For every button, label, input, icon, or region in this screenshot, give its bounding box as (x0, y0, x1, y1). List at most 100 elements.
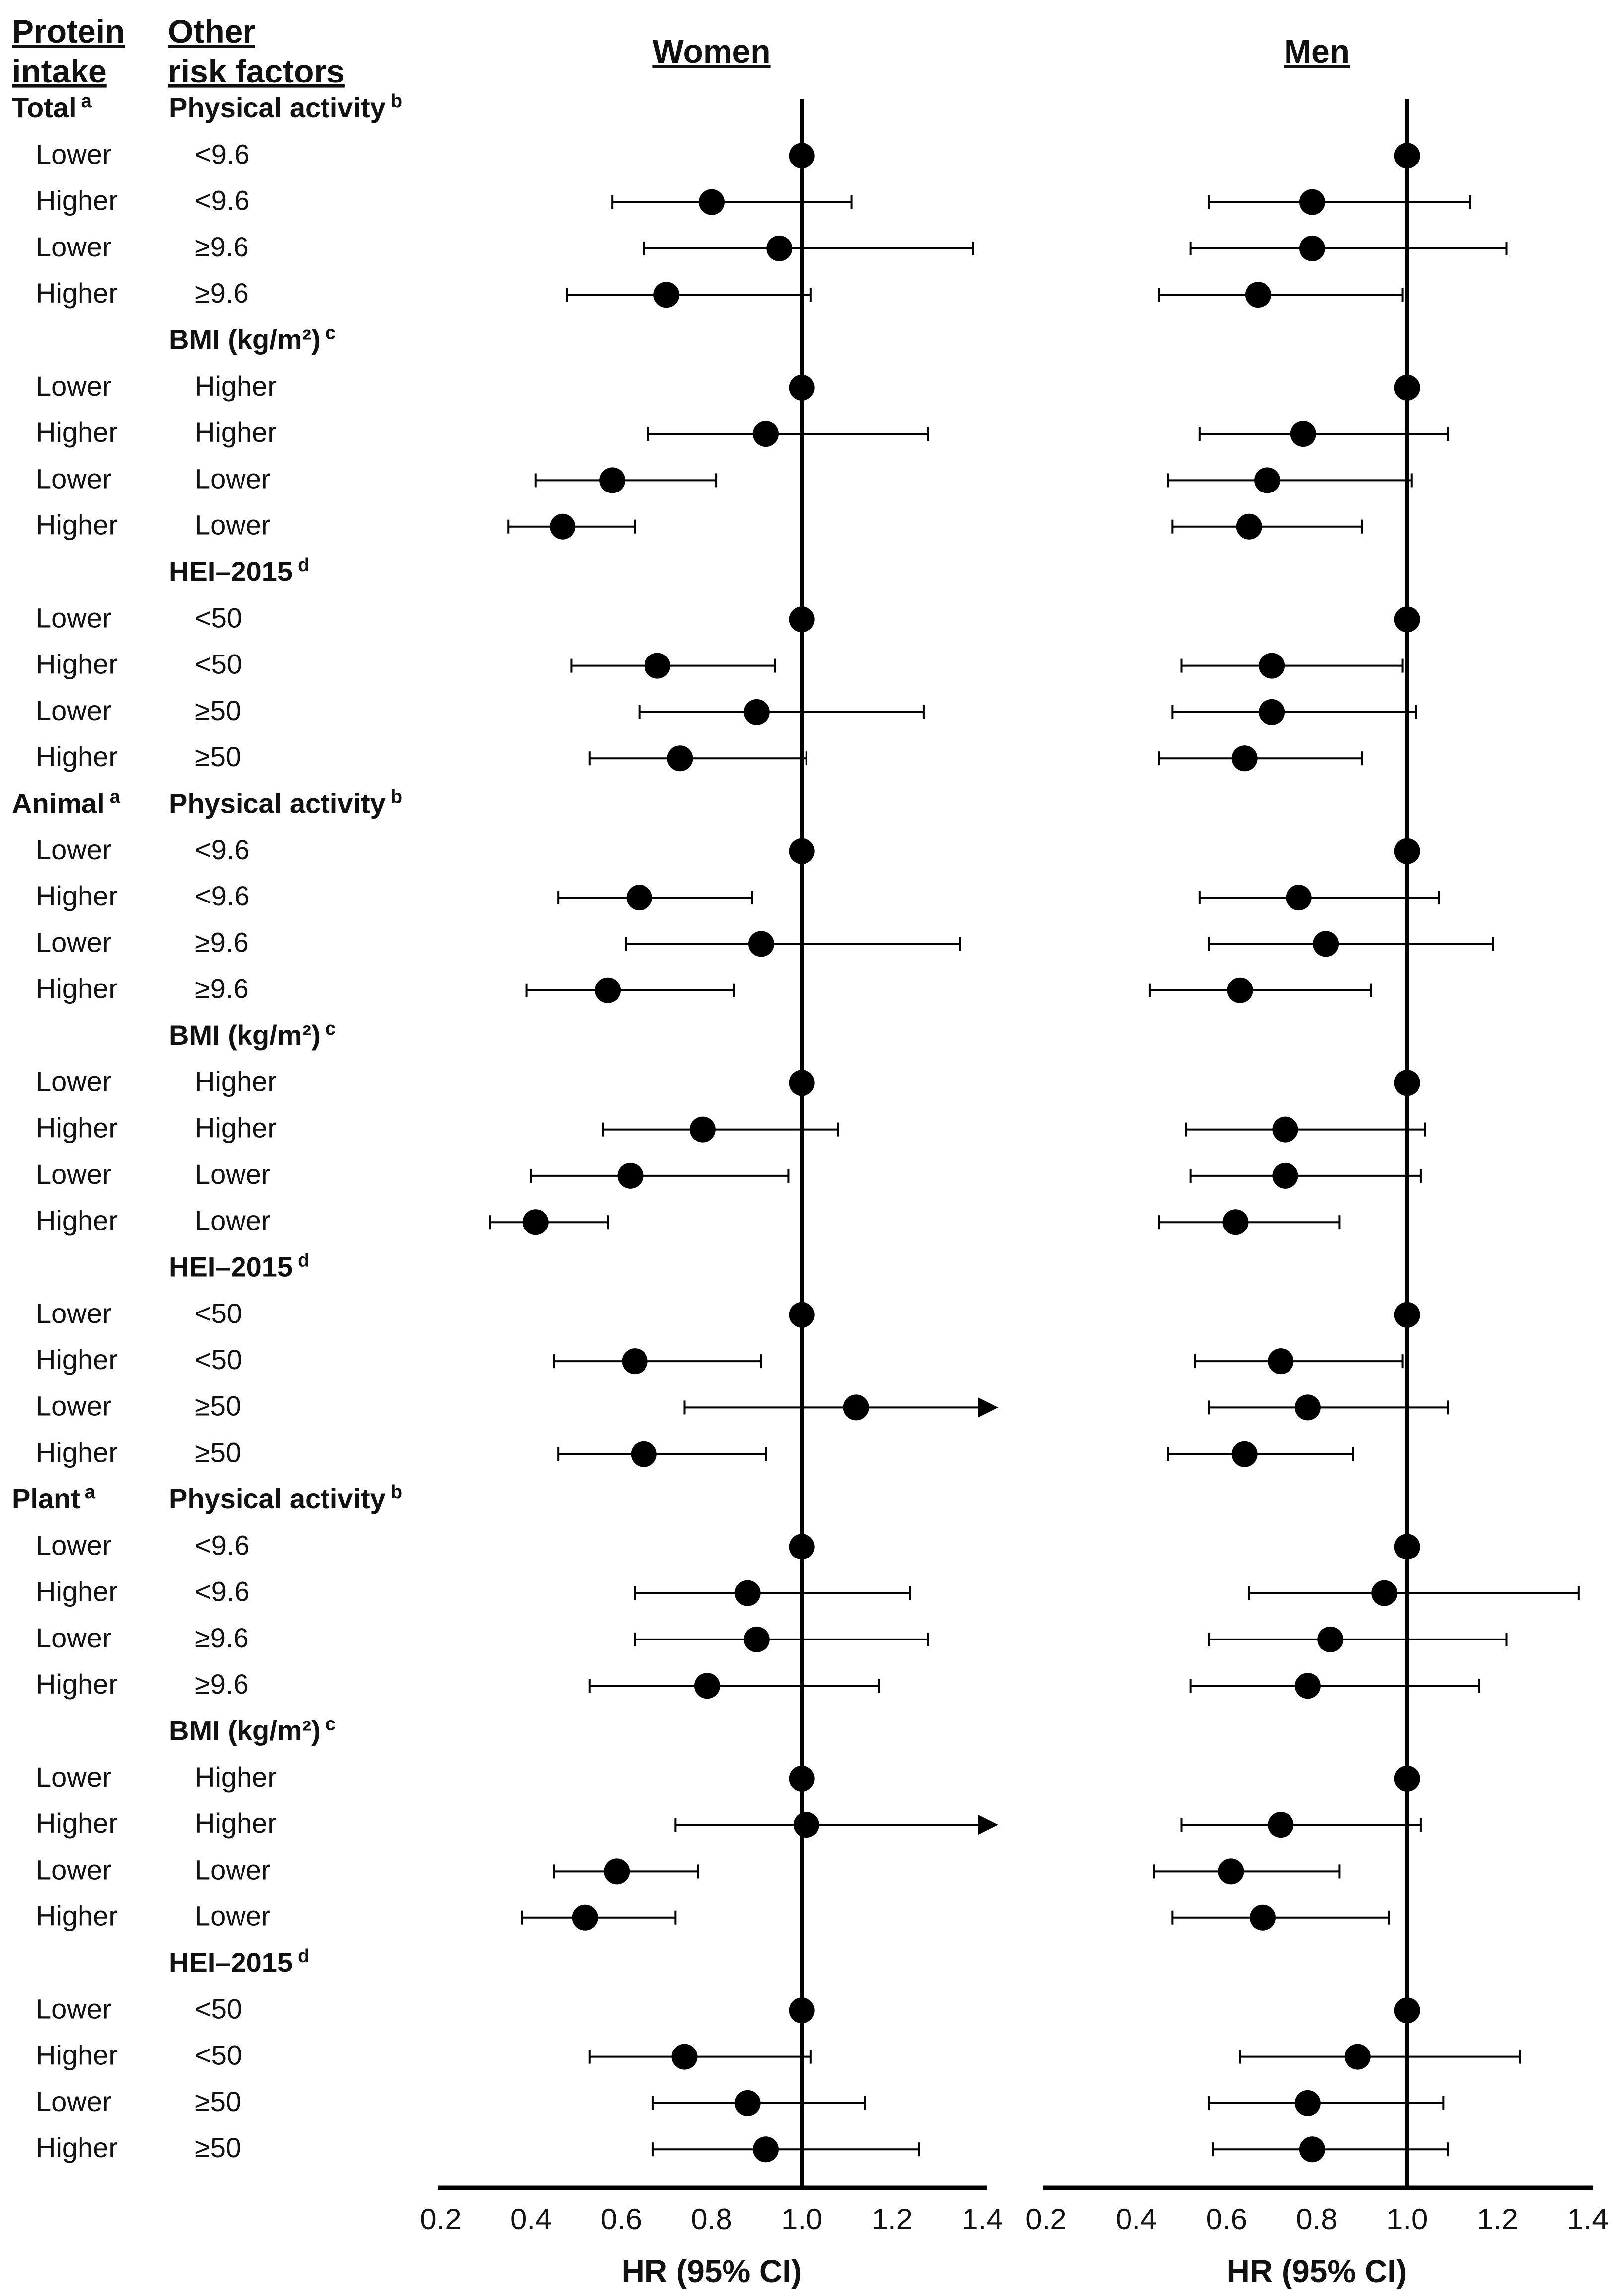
x-tick-label: 1.2 (1477, 2203, 1518, 2236)
intake-label: Higher (36, 649, 118, 680)
intake-label: Higher (36, 1112, 118, 1144)
hazard-ratio-point (789, 1302, 815, 1328)
hazard-ratio-point (1294, 1673, 1321, 1699)
hazard-ratio-point (1268, 1348, 1294, 1375)
intake-label: Higher (36, 185, 118, 216)
risk-factor-label: Physical activity b (169, 787, 402, 819)
level-label: Lower (195, 463, 271, 494)
hazard-ratio-point (734, 1580, 761, 1606)
intake-label: Lower (36, 1298, 112, 1329)
hazard-ratio-point (671, 2044, 698, 2070)
intake-label: Higher (36, 1344, 118, 1375)
level-label: <50 (195, 649, 242, 680)
hazard-ratio-point (626, 885, 652, 911)
intake-label: Higher (36, 1437, 118, 1468)
level-label: <50 (195, 602, 242, 633)
protein-type-label: Animal a (12, 787, 121, 819)
level-label: Higher (195, 1112, 277, 1144)
hazard-ratio-point (1290, 421, 1316, 447)
hazard-ratio-point (622, 1348, 648, 1375)
level-label: Higher (195, 370, 277, 402)
level-label: ≥9.6 (195, 1622, 249, 1653)
level-label: ≥9.6 (195, 231, 249, 262)
hazard-ratio-point (604, 1858, 630, 1885)
x-tick-label: 0.8 (691, 2203, 732, 2236)
intake-label: Higher (36, 1807, 118, 1839)
hazard-ratio-point (1394, 143, 1420, 169)
hazard-ratio-point (1286, 885, 1312, 911)
hazard-ratio-point (766, 235, 793, 261)
hazard-ratio-point (1227, 977, 1253, 1003)
level-label: Lower (195, 1158, 271, 1190)
risk-factor-label: HEI–2015 d (169, 1250, 309, 1283)
hazard-ratio-point (753, 2136, 779, 2163)
hazard-ratio-point (645, 653, 670, 679)
hazard-ratio-point (1394, 838, 1420, 864)
level-label: <9.6 (195, 834, 250, 865)
hazard-ratio-point (1222, 1209, 1249, 1235)
level-label: <50 (195, 1993, 242, 2024)
intake-label: Higher (36, 2040, 118, 2071)
hazard-ratio-point (667, 745, 693, 772)
intake-label: Higher (36, 1576, 118, 1607)
hazard-ratio-point (1394, 1070, 1420, 1096)
intake-label: Higher (36, 1205, 118, 1236)
hazard-ratio-point (689, 1116, 716, 1143)
protein-type-label: Plant a (12, 1482, 96, 1514)
hazard-ratio-point (631, 1441, 657, 1467)
level-label: Lower (195, 1205, 271, 1236)
level-label: Lower (195, 509, 271, 541)
x-tick-label: 0.4 (1116, 2203, 1157, 2236)
protein-type-label: Total a (12, 91, 92, 123)
hazard-ratio-point (1394, 1302, 1420, 1328)
level-label: <50 (195, 1298, 242, 1329)
hazard-ratio-point (1236, 513, 1262, 540)
panel-women: Women 0.2 0.4 0.6 0.8 1.0 1.2 1.4 HR (95% CI) (420, 33, 1003, 2289)
intake-label: Lower (36, 231, 112, 262)
level-label: <9.6 (195, 138, 250, 169)
level-label: Lower (195, 1854, 271, 1885)
hazard-ratio-point (843, 1394, 869, 1421)
hazard-ratio-point (734, 2090, 761, 2116)
hazard-ratio-point (1394, 1765, 1420, 1792)
risk-factor-label: BMI (kg/m²) c (169, 323, 336, 355)
hazard-ratio-point (653, 282, 680, 308)
hazard-ratio-point (1371, 1580, 1398, 1606)
hazard-ratio-point (789, 1765, 815, 1792)
x-tick-label: 1.0 (1386, 2203, 1428, 2236)
other-risk-factors-header: Other risk factors (168, 13, 345, 89)
intake-label: Lower (36, 602, 112, 633)
level-label: ≥50 (195, 2086, 241, 2117)
hazard-ratio-point (1250, 1904, 1276, 1931)
hazard-ratio-point (1259, 699, 1285, 725)
hazard-ratio-point (789, 1997, 815, 2024)
hazard-ratio-point (1299, 189, 1325, 215)
intake-label: Lower (36, 1854, 112, 1885)
x-tick-label: 1.4 (1567, 2203, 1608, 2236)
level-label: Lower (195, 1900, 271, 1932)
intake-label: Higher (36, 1668, 118, 1700)
level-label: <9.6 (195, 185, 250, 216)
hazard-ratio-point (1268, 1812, 1294, 1838)
panel-title: Men (1284, 33, 1350, 70)
panel-title: Women (652, 33, 770, 70)
intake-label: Lower (36, 1761, 112, 1793)
intake-label: Lower (36, 1993, 112, 2024)
hazard-ratio-point (789, 143, 815, 169)
hazard-ratio-point (1394, 606, 1420, 633)
intake-label: Lower (36, 1066, 112, 1097)
level-label: ≥50 (195, 2132, 241, 2163)
risk-factor-label: Physical activity b (169, 1482, 402, 1514)
hazard-ratio-point (1299, 2136, 1325, 2163)
level-label: ≥9.6 (195, 1668, 249, 1700)
intake-label: Lower (36, 463, 112, 494)
level-label: Higher (195, 416, 277, 448)
hazard-ratio-point (789, 606, 815, 633)
intake-label: Higher (36, 277, 118, 309)
hazard-ratio-point (599, 467, 626, 493)
hazard-ratio-point (1313, 931, 1339, 957)
hazard-ratio-point (1294, 2090, 1321, 2116)
hazard-ratio-point (694, 1673, 720, 1699)
hazard-ratio-point (1294, 1394, 1321, 1421)
